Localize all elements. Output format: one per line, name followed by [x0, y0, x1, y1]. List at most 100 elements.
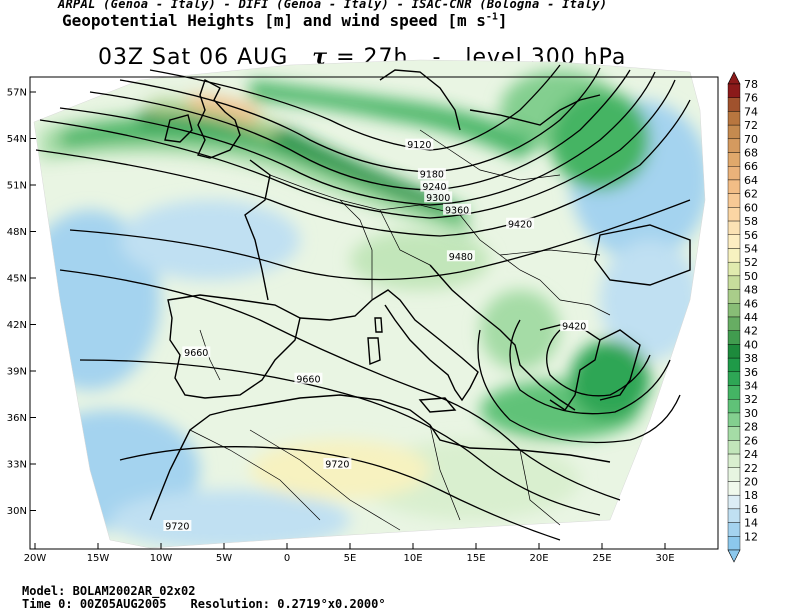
- borders: [189, 129, 611, 531]
- lat-label: 57N: [7, 88, 27, 99]
- colorbar-label: 56: [744, 229, 758, 242]
- run-info: Time 0: 00Z05AUG2005 Resolution: 0.2719°x…: [22, 597, 386, 611]
- colorbar-cell: [727, 330, 741, 345]
- contour-label: 9300: [426, 193, 450, 204]
- lon-label: 10W: [150, 553, 173, 564]
- colorbar-label: 68: [744, 147, 758, 160]
- wind-speed-colorbar: 7876747270686664626058565452504846444240…: [727, 71, 758, 563]
- colorbar-label: 12: [744, 530, 758, 543]
- lat-label: 54N: [7, 134, 27, 145]
- colorbar-label: 26: [744, 434, 758, 447]
- contour-label: 9480: [449, 252, 473, 263]
- lat-label: 39N: [7, 367, 27, 378]
- contour-label: 9120: [407, 140, 431, 151]
- lat-label: 42N: [7, 320, 27, 331]
- lon-label: 20W: [24, 553, 47, 564]
- colorbar-label: 58: [744, 215, 758, 228]
- colorbar-label: 18: [744, 489, 758, 502]
- colorbar-label: 16: [744, 503, 758, 516]
- colorbar-cell: [727, 467, 741, 482]
- colorbar-label: 54: [744, 242, 758, 255]
- colorbar-label: 66: [744, 160, 758, 173]
- colorbar-cell: [727, 385, 741, 400]
- colorbar-label: 34: [744, 380, 758, 393]
- contour-label-bg: [323, 458, 352, 469]
- contour-label: 9180: [420, 170, 444, 181]
- contour-label: 9660: [296, 374, 320, 385]
- contour-label: 9360: [445, 205, 469, 216]
- colorbar-label: 50: [744, 270, 758, 283]
- lon-label: 15E: [466, 553, 485, 564]
- contour-label-bg: [560, 320, 589, 332]
- colorbar-label: 36: [744, 366, 758, 379]
- lat-label: 33N: [7, 460, 27, 471]
- colorbar-cell: [727, 220, 741, 235]
- colorbar-cell: [727, 166, 741, 181]
- colorbar-cell: [727, 494, 741, 510]
- colorbar-label: 28: [744, 421, 758, 434]
- colorbar-cell: [727, 316, 741, 331]
- contour-label-bg: [420, 180, 449, 192]
- lon-label: 20E: [529, 553, 548, 564]
- lon-label: 5W: [216, 553, 232, 564]
- colorbar-label: 20: [744, 475, 758, 488]
- colorbar-cell: [727, 261, 741, 277]
- colorbar-label: 62: [744, 188, 758, 201]
- lat-label: 51N: [7, 181, 27, 192]
- colorbar-label: 60: [744, 201, 758, 214]
- lon-label: 30E: [655, 553, 674, 564]
- colorbar-cell: [727, 426, 741, 441]
- contour-label: 9720: [165, 522, 189, 533]
- wind-speed-field: [34, 60, 705, 548]
- colorbar-cell: [727, 453, 741, 468]
- colorbar-cell: [727, 124, 741, 140]
- contour-label: 9420: [562, 322, 586, 333]
- colorbar-min-arrow: [727, 549, 741, 563]
- colorbar-label: 44: [744, 311, 758, 324]
- colorbar-label: 48: [744, 284, 758, 297]
- colorbar-cell: [727, 536, 741, 551]
- colorbar-cell: [727, 275, 741, 290]
- colorbar-label: 78: [744, 78, 758, 91]
- colorbar-cell: [727, 97, 741, 112]
- colorbar-cell: [727, 412, 741, 427]
- colorbar-cell: [727, 248, 741, 263]
- colorbar-cell: [727, 138, 741, 153]
- colorbar-cell: [727, 357, 741, 373]
- colorbar-cell: [727, 152, 741, 167]
- colorbar-label: 38: [744, 352, 758, 365]
- colorbar-label: 32: [744, 393, 758, 406]
- colorbar-label: 70: [744, 133, 758, 146]
- colorbar-cell: [727, 508, 741, 523]
- contour-label-bg: [182, 346, 211, 358]
- latitude-axis: 57N 54N 51N 48N 45N 42N 39N 36N 33N 30N: [7, 88, 36, 517]
- colorbar-cell: [727, 399, 741, 414]
- contour-label-bg: [443, 203, 472, 215]
- colorbar-cell: [727, 207, 741, 222]
- colorbar-label: 14: [744, 517, 758, 530]
- contour-label: 9720: [325, 460, 349, 471]
- colorbar-cell: [727, 83, 741, 98]
- contour-label-bg: [405, 138, 434, 150]
- colorbar-label: 52: [744, 256, 758, 269]
- colorbar-cell: [727, 111, 741, 126]
- colorbar-label: 46: [744, 297, 758, 310]
- contour-label-bg: [506, 217, 535, 229]
- colorbar-cell: [727, 193, 741, 208]
- contour-label: 9240: [422, 182, 446, 193]
- lon-label: 5E: [344, 553, 357, 564]
- model-info: Model: BOLAM2002AR_02x02: [22, 584, 196, 598]
- contour-label: 9420: [508, 219, 532, 230]
- contour-label: 9660: [184, 348, 208, 359]
- colorbar-cell: [727, 522, 741, 537]
- colorbar-cell: [727, 481, 741, 496]
- contour-label-bg: [424, 191, 453, 203]
- lon-label: 0: [284, 553, 290, 564]
- colorbar-label: 22: [744, 462, 758, 475]
- lat-label: 36N: [7, 413, 27, 424]
- valid-time: 03Z Sat 06 AUG: [98, 45, 289, 70]
- title-separator: -: [432, 45, 442, 70]
- map-frame: [29, 76, 719, 550]
